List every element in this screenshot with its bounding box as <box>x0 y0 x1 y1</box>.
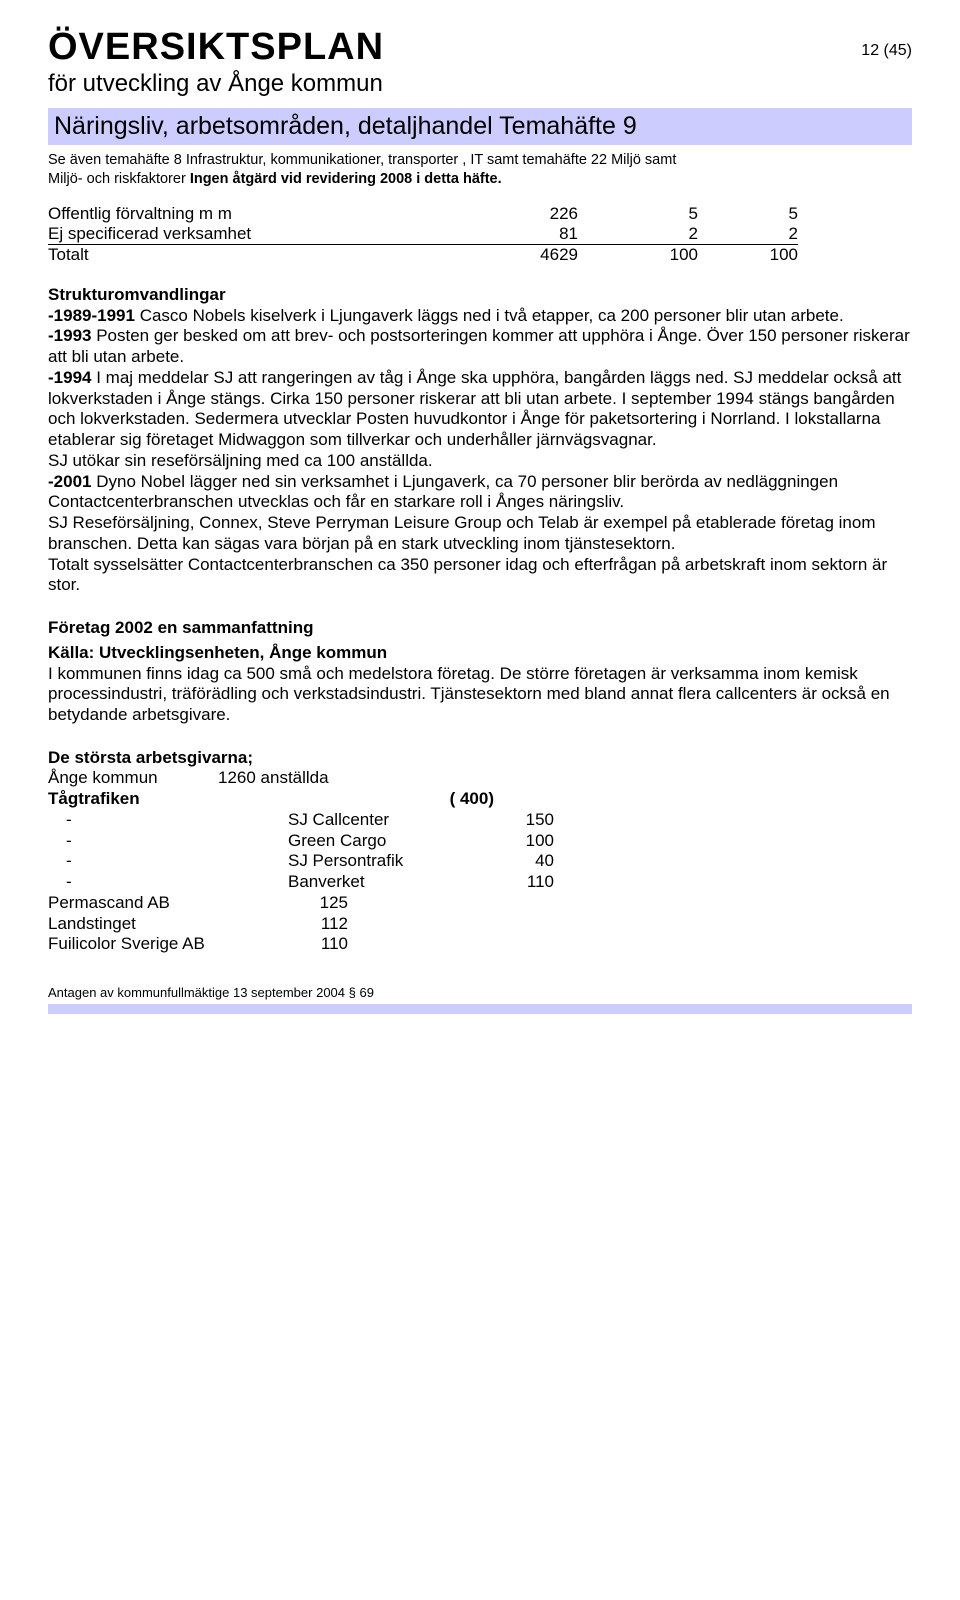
mini-table: Offentlig förvaltning m m 226 5 5 Ej spe… <box>48 204 798 265</box>
struct-section: Strukturomvandlingar -1989-1991 Casco No… <box>48 285 912 596</box>
struct-p8: Totalt sysselsätter Contactcenterbransch… <box>48 555 912 596</box>
meta-line2-prefix: Miljö- och riskfaktorer <box>48 171 190 187</box>
emp-num: 1260 anställda <box>218 768 329 789</box>
emp-name: SJ Persontrafik <box>288 851 494 872</box>
foretag-section: Företag 2002 en sammanfattning Källa: Ut… <box>48 618 912 726</box>
emp-num: 150 <box>494 810 554 831</box>
cell-c1: 4629 <box>468 245 628 266</box>
employers-row: Landstinget 112 <box>48 914 348 935</box>
employers-table-tail: Permascand AB 125 Landstinget 112 Fuilic… <box>48 893 348 955</box>
foretag-h2: Källa: Utvecklingsenheten, Ånge kommun <box>48 643 912 664</box>
emp-name: Banverket <box>288 872 494 893</box>
cell-label: Ej specificerad verksamhet <box>48 224 468 245</box>
meta-text: Se även temahäfte 8 Infrastruktur, kommu… <box>48 151 912 190</box>
employers-row: Ånge kommun 1260 anställda <box>48 768 329 789</box>
year-bold: -1989-1991 <box>48 306 135 325</box>
employers-table: Ånge kommun 1260 anställda <box>48 768 329 789</box>
emp-name: Landstinget <box>48 914 288 935</box>
cell-c3: 100 <box>748 245 798 266</box>
cell-c1: 81 <box>468 224 628 245</box>
struct-p3: -1994 I maj meddelar SJ att rangeringen … <box>48 368 912 451</box>
table-row: Offentlig förvaltning m m 226 5 5 <box>48 204 798 224</box>
employers-section: De största arbetsgivarna; Ånge kommun 12… <box>48 748 912 955</box>
struct-p2: -1993 Posten ger besked om att brev- och… <box>48 326 912 367</box>
section-banner: Näringsliv, arbetsområden, detaljhandel … <box>48 108 912 145</box>
p1-text: Casco Nobels kiselverk i Ljungaverk lägg… <box>135 306 844 325</box>
footer-bar <box>48 1004 912 1014</box>
cell-c3: 5 <box>748 204 798 224</box>
banner-suffix: Temahäfte 9 <box>493 112 637 140</box>
emp-num: 125 <box>288 893 348 914</box>
meta-line1: Se även temahäfte 8 Infrastruktur, kommu… <box>48 152 676 168</box>
employers-row-bold: Tågtrafiken ( 400) <box>48 789 554 810</box>
emp-name: Tågtrafiken <box>48 789 288 810</box>
employers-bullet-row: - Banverket 110 <box>48 872 554 893</box>
foretag-h1: Företag 2002 en sammanfattning <box>48 618 912 639</box>
emp-name: Permascand AB <box>48 893 288 914</box>
struct-p6: Contactcenterbranschen utvecklas och får… <box>48 492 912 513</box>
emp-num: 40 <box>494 851 554 872</box>
emp-num: 112 <box>288 914 348 935</box>
header-row: ÖVERSIKTSPLAN 12 (45) <box>48 28 912 68</box>
emp-name: Green Cargo <box>288 831 494 852</box>
dash-icon: - <box>48 810 288 831</box>
dash-icon: - <box>48 872 288 893</box>
employers-bullet-row: - SJ Callcenter 150 <box>48 810 554 831</box>
cell-c2: 100 <box>628 245 748 266</box>
employers-heading: De största arbetsgivarna; <box>48 748 912 769</box>
year-bold: -1994 <box>48 368 91 387</box>
footer-text: Antagen av kommunfullmäktige 13 septembe… <box>48 985 912 1000</box>
title-main: ÖVERSIKTSPLAN <box>48 28 384 68</box>
employers-row: Fuilicolor Sverige AB 110 <box>48 934 348 955</box>
document-page: ÖVERSIKTSPLAN 12 (45) för utveckling av … <box>0 0 960 1034</box>
struct-p4: SJ utökar sin reseförsäljning med ca 100… <box>48 451 912 472</box>
employers-bullet-row: - SJ Persontrafik 40 <box>48 851 554 872</box>
struct-p1: -1989-1991 Casco Nobels kiselverk i Ljun… <box>48 306 912 327</box>
employers-bullet-row: - Green Cargo 100 <box>48 831 554 852</box>
meta-line2-bold: Ingen åtgärd vid revidering 2008 i detta… <box>190 171 502 187</box>
struct-p5: -2001 Dyno Nobel lägger ned sin verksamh… <box>48 472 912 493</box>
year-bold: -1993 <box>48 326 91 345</box>
emp-num: 100 <box>494 831 554 852</box>
emp-num: 110 <box>494 872 554 893</box>
cell-c1: 226 <box>468 204 628 224</box>
foretag-body: I kommunen finns idag ca 500 små och med… <box>48 664 912 726</box>
table-row-total: Totalt 4629 100 100 <box>48 245 798 266</box>
cell-c3: 2 <box>748 224 798 245</box>
banner-title: Näringsliv, arbetsområden, detaljhandel <box>54 112 493 140</box>
dash-icon: - <box>48 851 288 872</box>
title-subtitle: för utveckling av Ånge kommun <box>48 70 912 98</box>
employers-row: Permascand AB 125 <box>48 893 348 914</box>
cell-label: Offentlig förvaltning m m <box>48 204 468 224</box>
cell-c2: 2 <box>628 224 748 245</box>
p5-text: Dyno Nobel lägger ned sin verksamhet i L… <box>91 472 838 491</box>
employers-table-tag: Tågtrafiken ( 400) - SJ Callcenter 150 -… <box>48 789 554 893</box>
page-number: 12 (45) <box>861 28 912 60</box>
emp-num: ( 400) <box>288 789 494 810</box>
emp-name: Ånge kommun <box>48 768 218 789</box>
table-row: Ej specificerad verksamhet 81 2 2 <box>48 224 798 245</box>
struct-p7: SJ Reseförsäljning, Connex, Steve Perrym… <box>48 513 912 554</box>
emp-name: Fuilicolor Sverige AB <box>48 934 288 955</box>
cell-label: Totalt <box>48 245 468 266</box>
dash-icon: - <box>48 831 288 852</box>
emp-num: 110 <box>288 934 348 955</box>
p3-text: I maj meddelar SJ att rangeringen av tåg… <box>48 368 901 449</box>
struct-heading: Strukturomvandlingar <box>48 285 912 306</box>
emp-name: SJ Callcenter <box>288 810 494 831</box>
year-bold: -2001 <box>48 472 91 491</box>
cell-c2: 5 <box>628 204 748 224</box>
p2-text: Posten ger besked om att brev- och posts… <box>48 326 910 366</box>
